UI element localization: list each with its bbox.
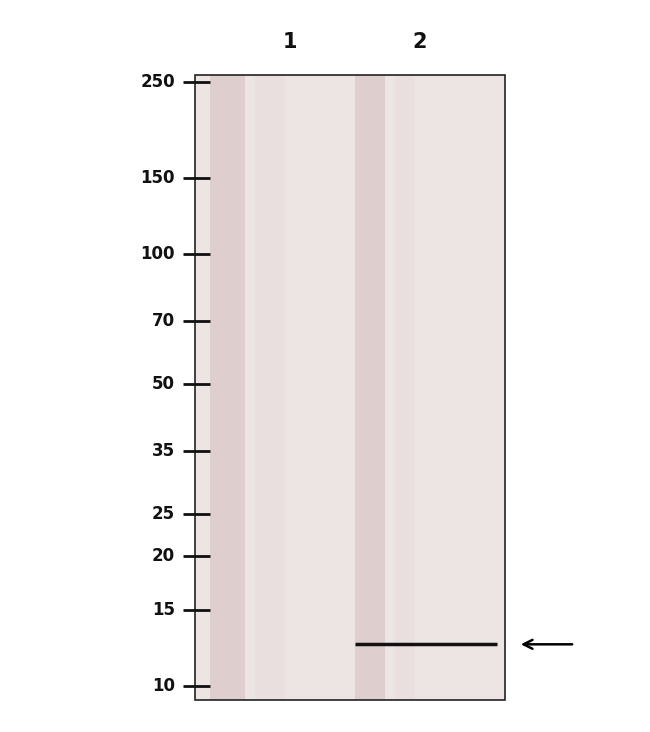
Text: 15: 15: [152, 601, 175, 619]
Text: 25: 25: [152, 505, 175, 523]
Text: 100: 100: [140, 245, 175, 264]
Text: 150: 150: [140, 169, 175, 187]
Text: 20: 20: [152, 547, 175, 565]
Text: 10: 10: [152, 677, 175, 695]
Bar: [395, 75, 415, 700]
Text: 2: 2: [413, 32, 427, 52]
Text: 250: 250: [140, 73, 175, 92]
Text: 70: 70: [152, 312, 175, 330]
Bar: [195, 75, 505, 700]
Bar: [195, 75, 505, 700]
Bar: [210, 75, 245, 700]
Text: 1: 1: [283, 32, 297, 52]
Bar: [255, 75, 285, 700]
Text: 35: 35: [152, 442, 175, 460]
Text: 50: 50: [152, 376, 175, 393]
Bar: [355, 75, 385, 700]
